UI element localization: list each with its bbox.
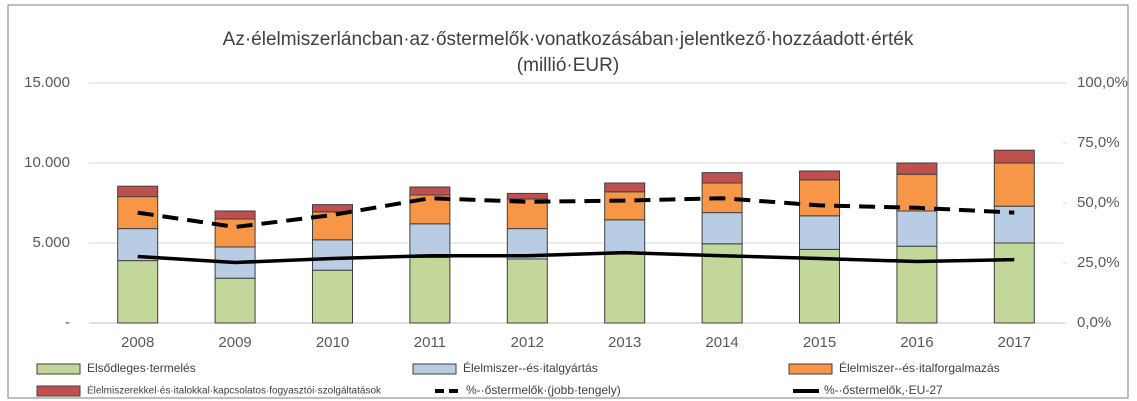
bar bbox=[312, 239, 353, 271]
bar bbox=[896, 173, 938, 212]
bar bbox=[993, 162, 1035, 207]
x-tick-label: 2016 bbox=[900, 334, 933, 351]
legend-swatch bbox=[412, 363, 457, 375]
x-tick-label: 2009 bbox=[218, 334, 251, 351]
y2-tick-label: 75,0% bbox=[1077, 134, 1120, 151]
y2-tick-label: 25,0% bbox=[1077, 254, 1120, 271]
legend-swatch bbox=[788, 363, 833, 375]
legend-label: %-·őstermelők,·EU-27 bbox=[824, 383, 943, 397]
legend-label: %-·őstermelők·(jobb·tengely) bbox=[466, 383, 621, 397]
legend-label: Élelmiszer--és·italgyártás bbox=[463, 360, 598, 375]
bar bbox=[604, 191, 646, 221]
bar bbox=[896, 210, 938, 247]
bar bbox=[799, 215, 840, 250]
y2-tick-label: 100,0% bbox=[1077, 74, 1128, 91]
x-tick-label: 2014 bbox=[705, 334, 738, 351]
bar bbox=[409, 256, 451, 324]
chart-subtitle: (millió·EUR) bbox=[517, 55, 619, 76]
bar bbox=[604, 182, 646, 193]
y-tick-label: 10.000 bbox=[24, 154, 70, 171]
x-tick-label: 2010 bbox=[316, 334, 349, 351]
line-series bbox=[137, 196, 1015, 229]
y-tick-label: 5.000 bbox=[32, 234, 70, 251]
bar bbox=[117, 260, 159, 324]
legend-swatch bbox=[36, 363, 81, 375]
bar bbox=[993, 242, 1035, 324]
x-tick-label: 2011 bbox=[414, 334, 446, 351]
y-tick-label: 15.000 bbox=[24, 74, 70, 91]
bar bbox=[701, 212, 743, 245]
x-tick-label: 2008 bbox=[121, 334, 154, 351]
bar bbox=[312, 269, 353, 324]
bar bbox=[312, 204, 353, 213]
bar bbox=[409, 223, 451, 258]
x-tick-label: 2013 bbox=[608, 334, 641, 351]
legend-swatch bbox=[36, 385, 81, 397]
x-tick-label: 2012 bbox=[511, 334, 544, 351]
bar bbox=[214, 277, 256, 324]
y2-tick-label: 0,0% bbox=[1077, 314, 1111, 331]
y-tick-label: - bbox=[65, 314, 70, 331]
line-series bbox=[137, 250, 1015, 265]
bar bbox=[799, 179, 840, 217]
bar bbox=[701, 172, 743, 184]
bar bbox=[506, 198, 548, 230]
bar bbox=[604, 252, 646, 324]
bar bbox=[604, 219, 646, 254]
bar bbox=[117, 228, 159, 262]
x-tick-label: 2015 bbox=[803, 334, 836, 351]
y2-tick-label: 50,0% bbox=[1077, 194, 1120, 211]
x-tick-label: 2017 bbox=[998, 334, 1031, 351]
bar bbox=[409, 186, 451, 196]
bar bbox=[993, 149, 1035, 164]
bar bbox=[506, 192, 548, 200]
chart-title: Az·élelmiszerláncban·az·őstermelők·vonat… bbox=[223, 29, 914, 50]
bar bbox=[117, 185, 159, 198]
bar bbox=[214, 210, 256, 220]
bar bbox=[799, 170, 840, 181]
legend-label: Élelmiszer--és·italforgalmazás bbox=[839, 360, 1000, 375]
bar bbox=[896, 162, 938, 175]
bar bbox=[799, 248, 840, 324]
bar bbox=[896, 245, 938, 324]
legend-label: Élelmiszerekkel·és·italokkal·kapcsolatos… bbox=[87, 384, 382, 397]
bar bbox=[506, 258, 548, 324]
legend-label: Elsődleges·termelés bbox=[87, 361, 196, 375]
